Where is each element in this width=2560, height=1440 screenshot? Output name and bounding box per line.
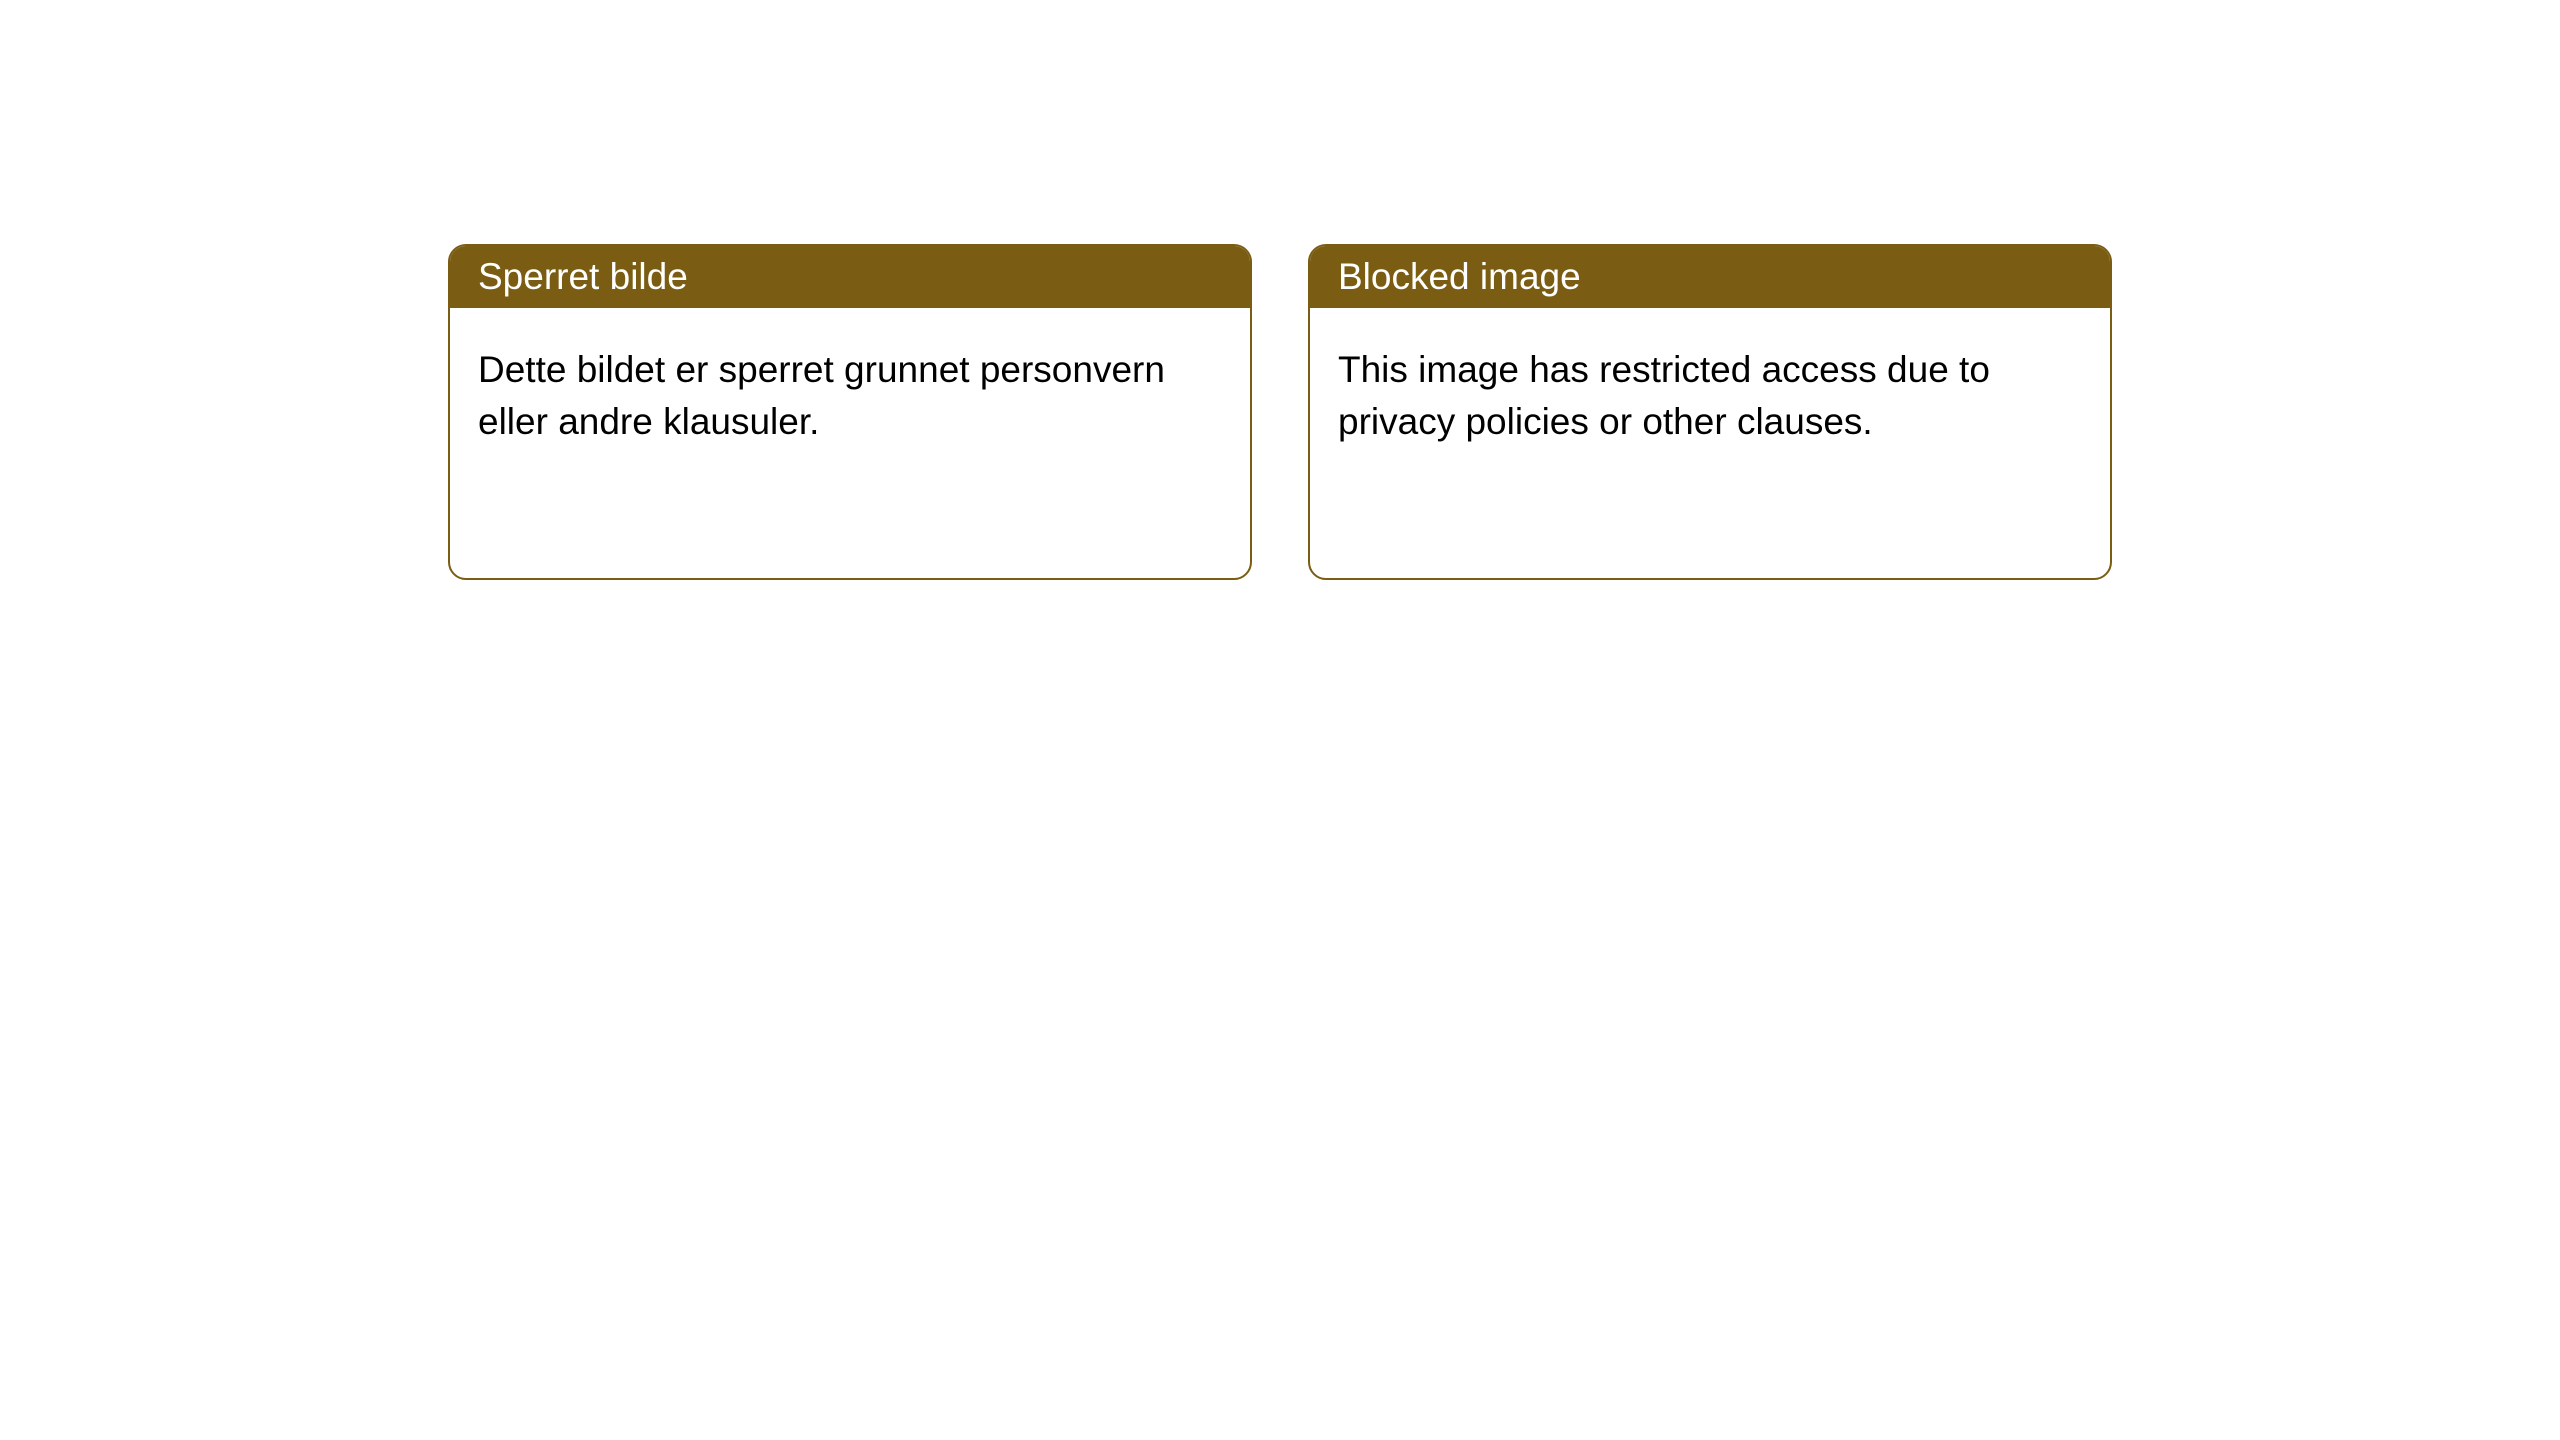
- card-body: Dette bildet er sperret grunnet personve…: [450, 308, 1250, 484]
- notice-container: Sperret bilde Dette bildet er sperret gr…: [0, 0, 2560, 580]
- card-title: Sperret bilde: [478, 256, 688, 298]
- notice-card-norwegian: Sperret bilde Dette bildet er sperret gr…: [448, 244, 1252, 580]
- notice-card-english: Blocked image This image has restricted …: [1308, 244, 2112, 580]
- card-body: This image has restricted access due to …: [1310, 308, 2110, 484]
- card-header: Blocked image: [1310, 246, 2110, 308]
- card-title: Blocked image: [1338, 256, 1581, 298]
- card-message: This image has restricted access due to …: [1338, 349, 1990, 442]
- card-message: Dette bildet er sperret grunnet personve…: [478, 349, 1165, 442]
- card-header: Sperret bilde: [450, 246, 1250, 308]
